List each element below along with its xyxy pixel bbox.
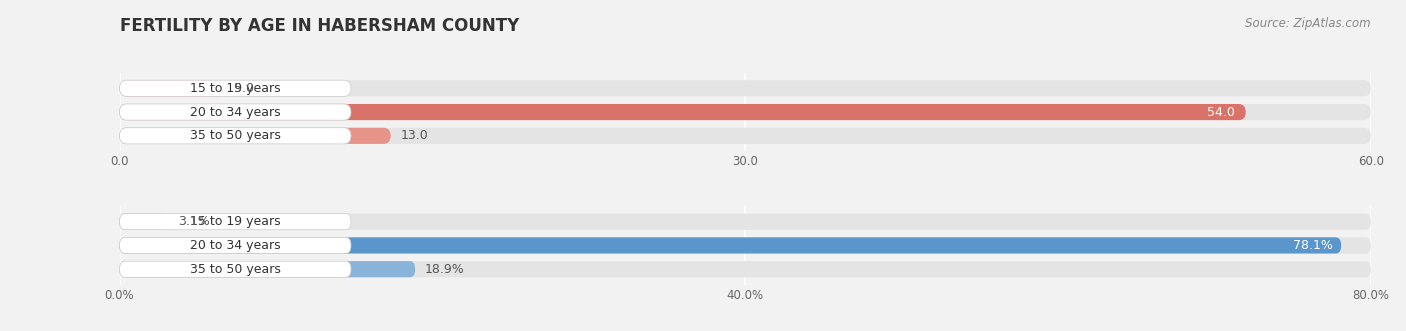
FancyBboxPatch shape bbox=[120, 80, 352, 96]
Text: 15 to 19 years: 15 to 19 years bbox=[190, 215, 281, 228]
FancyBboxPatch shape bbox=[120, 80, 224, 96]
FancyBboxPatch shape bbox=[120, 80, 1371, 96]
Text: 15 to 19 years: 15 to 19 years bbox=[190, 82, 281, 95]
FancyBboxPatch shape bbox=[120, 104, 1371, 120]
FancyBboxPatch shape bbox=[120, 213, 167, 230]
Text: FERTILITY BY AGE IN HABERSHAM COUNTY: FERTILITY BY AGE IN HABERSHAM COUNTY bbox=[120, 17, 519, 34]
Text: 20 to 34 years: 20 to 34 years bbox=[190, 239, 281, 252]
FancyBboxPatch shape bbox=[120, 213, 352, 230]
FancyBboxPatch shape bbox=[120, 213, 1371, 230]
Text: 54.0: 54.0 bbox=[1208, 106, 1236, 118]
FancyBboxPatch shape bbox=[120, 104, 352, 120]
Text: 35 to 50 years: 35 to 50 years bbox=[190, 263, 281, 276]
Text: 5.0: 5.0 bbox=[233, 82, 254, 95]
Text: 13.0: 13.0 bbox=[401, 129, 429, 142]
Text: 18.9%: 18.9% bbox=[425, 263, 465, 276]
Text: 3.1%: 3.1% bbox=[179, 215, 209, 228]
Text: 20 to 34 years: 20 to 34 years bbox=[190, 106, 281, 118]
FancyBboxPatch shape bbox=[120, 128, 352, 144]
FancyBboxPatch shape bbox=[120, 261, 352, 277]
Text: 78.1%: 78.1% bbox=[1294, 239, 1333, 252]
Text: Source: ZipAtlas.com: Source: ZipAtlas.com bbox=[1246, 17, 1371, 29]
FancyBboxPatch shape bbox=[120, 128, 1371, 144]
FancyBboxPatch shape bbox=[120, 104, 1246, 120]
FancyBboxPatch shape bbox=[120, 261, 415, 277]
FancyBboxPatch shape bbox=[120, 237, 1371, 254]
Text: 35 to 50 years: 35 to 50 years bbox=[190, 129, 281, 142]
FancyBboxPatch shape bbox=[120, 237, 352, 254]
FancyBboxPatch shape bbox=[120, 237, 1341, 254]
FancyBboxPatch shape bbox=[120, 261, 1371, 277]
FancyBboxPatch shape bbox=[120, 128, 391, 144]
